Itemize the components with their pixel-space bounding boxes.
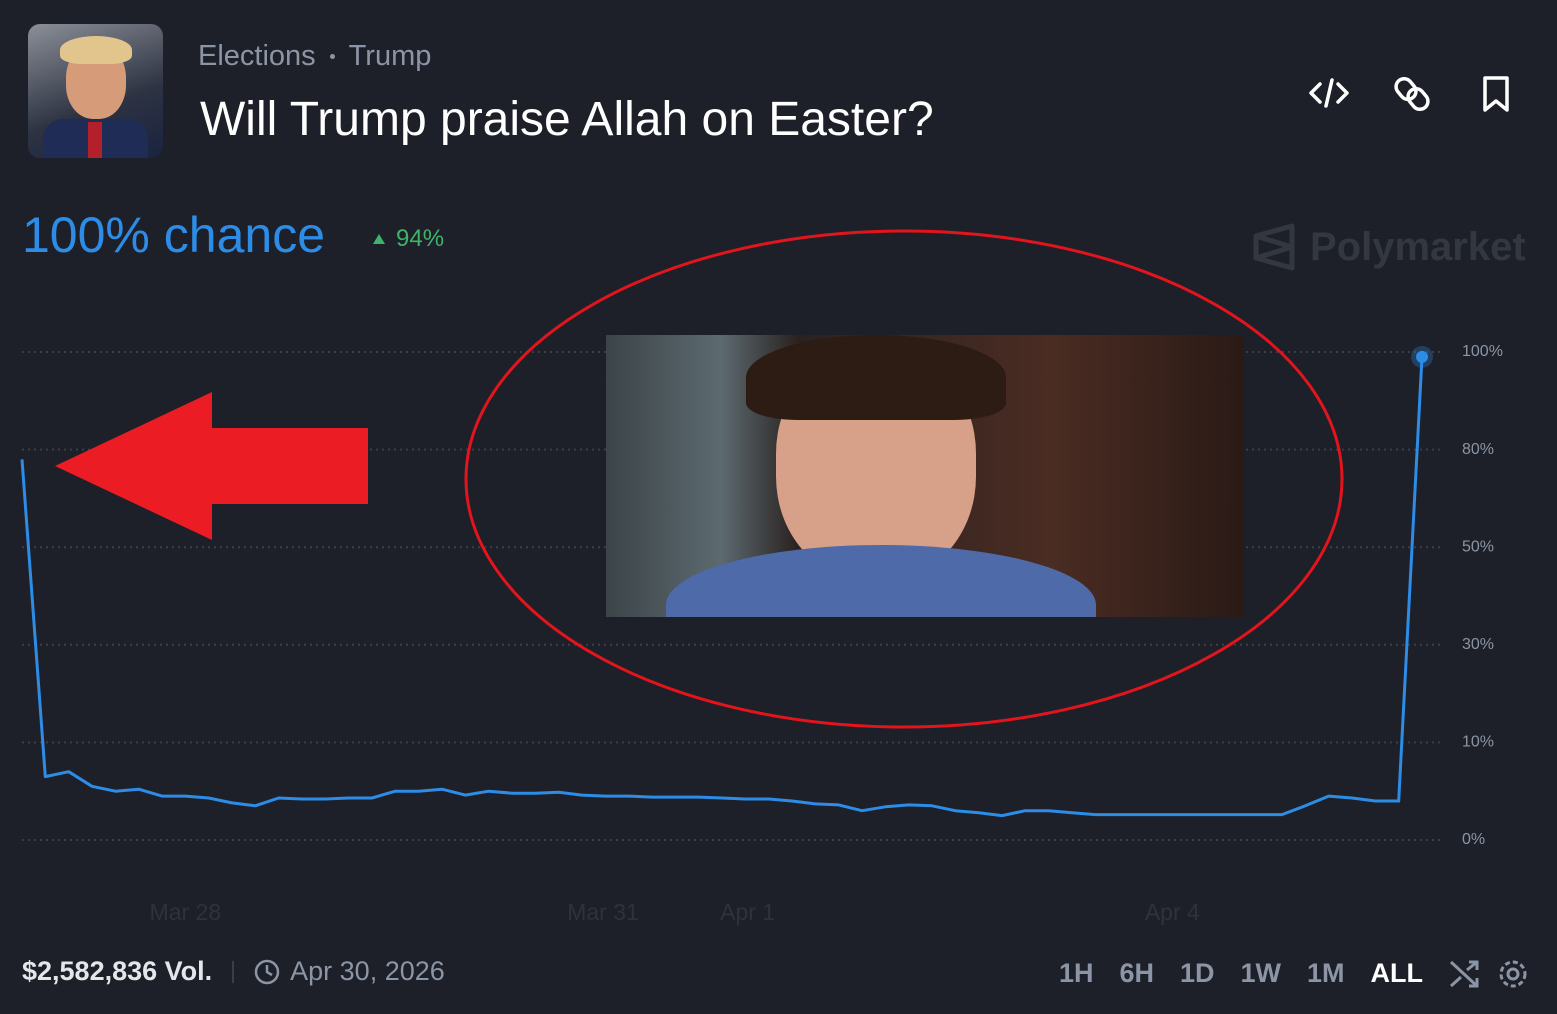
meme-image <box>606 335 1244 617</box>
range-button[interactable]: 1H <box>1058 957 1094 988</box>
up-triangle <box>373 234 385 244</box>
y-tick-label: 100% <box>1462 343 1503 360</box>
market-avatar <box>28 24 163 158</box>
range-button[interactable]: 1W <box>1240 957 1282 988</box>
volume: $2,582,836 Vol. <box>22 956 213 986</box>
range-button[interactable]: ALL <box>1370 957 1423 988</box>
x-tick-label: Apr 4 <box>1145 899 1200 925</box>
breadcrumb-link[interactable]: Elections <box>198 40 316 72</box>
range-button[interactable]: 1M <box>1307 957 1345 988</box>
footer-info: $2,582,836 Vol. Apr 30, 2026 <box>22 956 445 987</box>
x-tick-label: Mar 31 <box>567 899 639 925</box>
change: 94% <box>372 225 444 253</box>
end-date: Apr 30, 2026 <box>254 956 445 987</box>
clock-icon <box>254 959 280 984</box>
breadcrumb: Elections Trump <box>198 40 431 73</box>
breadcrumb-link[interactable]: Trump <box>348 40 432 72</box>
y-tick-label: 80% <box>1462 441 1494 458</box>
price-line <box>20 356 1424 818</box>
settings-button[interactable] <box>1499 960 1527 988</box>
market-title: Will Trump praise Allah on Easter? <box>200 93 934 146</box>
y-tick-label: 50% <box>1462 538 1494 555</box>
change-value: 94% <box>396 225 445 252</box>
last-point <box>1416 350 1428 363</box>
link-button[interactable] <box>1393 75 1431 112</box>
separator <box>329 54 335 59</box>
watermark-text: Polymarket <box>1310 224 1526 269</box>
range-button[interactable]: 6H <box>1119 957 1154 988</box>
end-date-text: Apr 30, 2026 <box>290 956 445 986</box>
range-button[interactable]: 1D <box>1179 957 1215 988</box>
bookmark-button[interactable] <box>1483 76 1509 112</box>
divider <box>232 960 235 983</box>
y-tick-label: 10% <box>1462 734 1494 751</box>
chance: 100% chance <box>22 207 326 263</box>
x-tick-label: Mar 28 <box>150 899 222 925</box>
shuffle-button[interactable] <box>1449 960 1479 988</box>
actions <box>1309 75 1509 112</box>
embed-button[interactable] <box>1309 78 1349 108</box>
x-tick-label: Apr 1 <box>720 899 775 925</box>
y-tick-label: 30% <box>1462 636 1494 653</box>
y-tick-label: 0% <box>1462 831 1485 848</box>
chart-tools <box>1449 960 1527 988</box>
range-buttons: 1H 6H 1D 1W 1M ALL <box>1059 956 1529 990</box>
